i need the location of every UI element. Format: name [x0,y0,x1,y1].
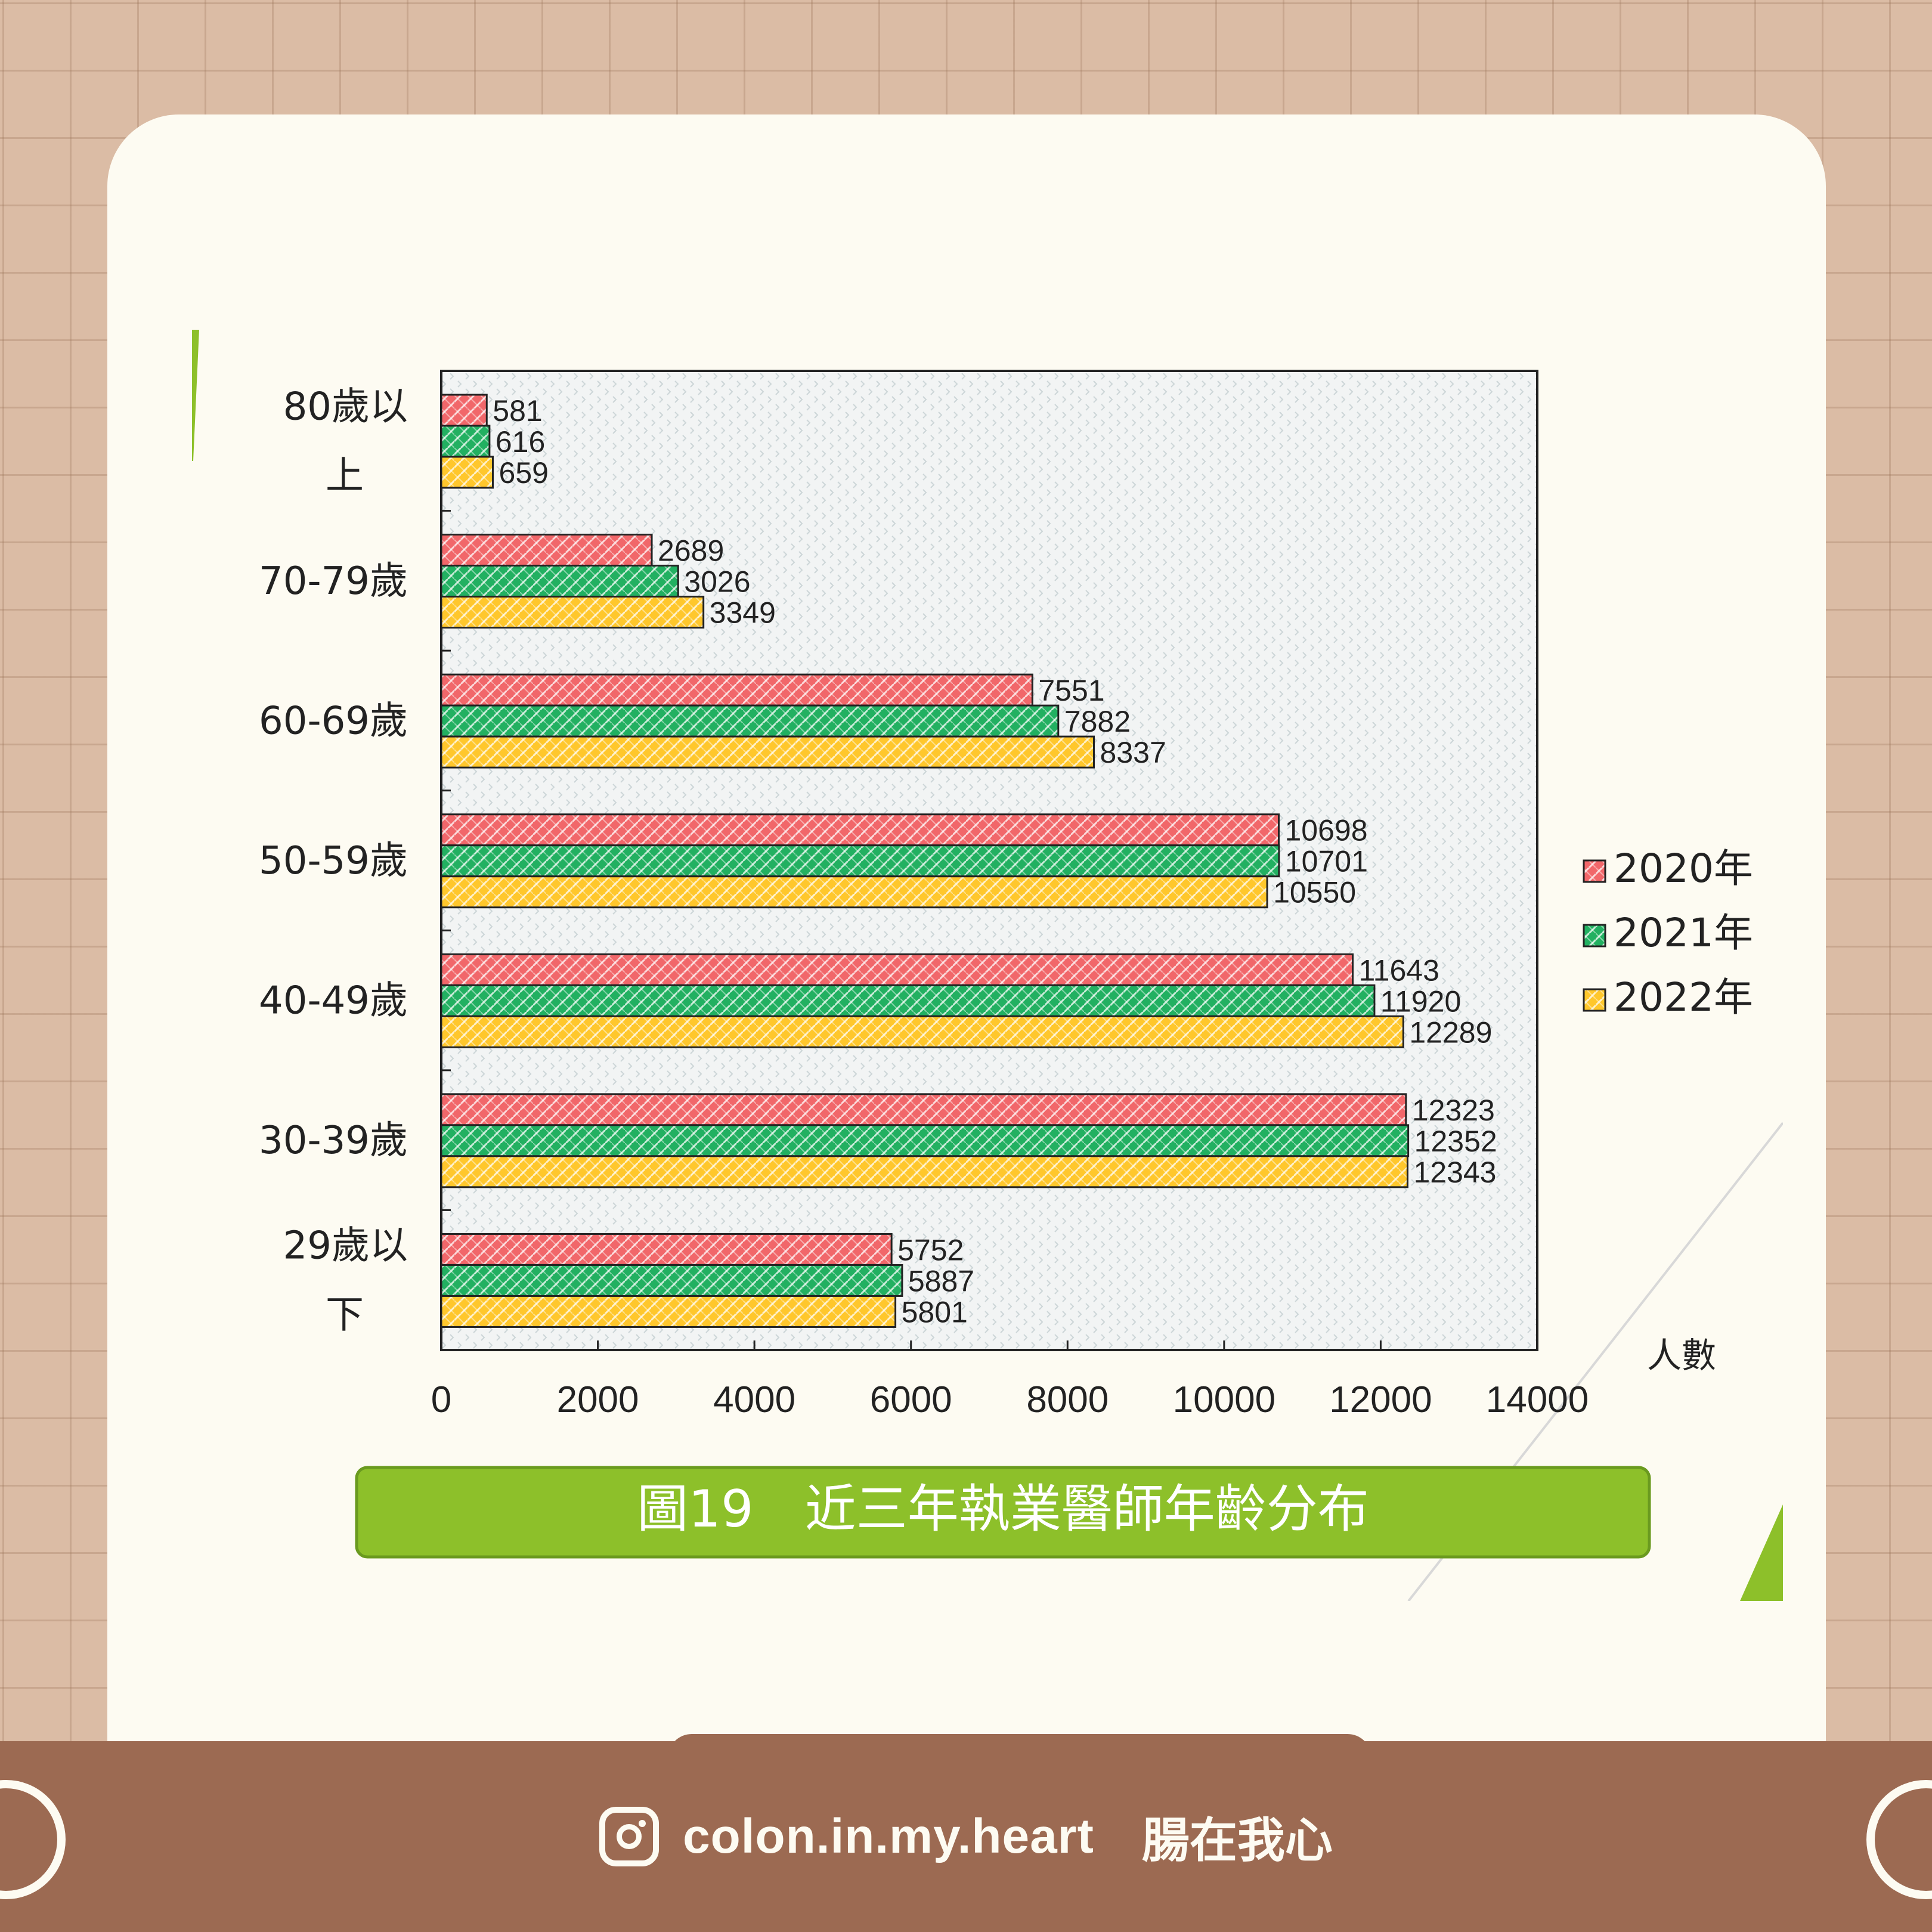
bar-2021年-29歲以下 [440,1264,903,1297]
x-tick-label: 2000 [557,1379,639,1420]
value-label: 8337 [1100,736,1166,769]
x-axis-label: 人數 [1647,1336,1716,1375]
category-label: 30-39歲 [259,1119,408,1163]
value-label: 11643 [1359,953,1439,987]
value-label: 3026 [684,565,750,599]
x-tick-label: 0 [431,1379,451,1420]
bar-2021年-50-59歲 [440,844,1280,878]
legend-swatch [1583,859,1606,883]
x-tick-label: 6000 [870,1379,952,1420]
category-label: 70-79歲 [259,559,408,603]
brand-name: 腸在我心 [1141,1813,1333,1868]
value-label: 12343 [1413,1156,1496,1189]
title-banner: 圖19 近三年執業醫師年齡分布 [355,1466,1651,1559]
value-label: 12289 [1409,1015,1492,1049]
title-banner-bg [355,1466,1651,1559]
bar-2021年-70-79歲 [440,565,679,598]
x-tick-label: 8000 [1026,1379,1109,1420]
value-label: 11920 [1380,984,1461,1018]
bar-2022年-80歲以上 [440,456,494,489]
category-label: 40-49歲 [259,979,408,1023]
legend-label: 2021年 [1614,910,1753,956]
footer-bar [0,1741,1932,1932]
value-label: 3349 [710,596,776,630]
bar-2020年-50-59歲 [440,813,1280,847]
legend: 2020年 2021年 2022年 [1583,846,1753,1020]
value-label: 10701 [1285,845,1368,878]
value-label: 12352 [1414,1125,1497,1158]
bar-2022年-30-39歲 [440,1155,1408,1188]
value-label: 616 [496,425,545,459]
bar-2021年-40-49歲 [440,984,1376,1017]
value-label: 659 [499,456,549,490]
value-label: 12323 [1412,1094,1495,1127]
instagram-icon[interactable] [599,1807,660,1866]
category-label: 60-69歲 [259,699,408,743]
bar-2022年-40-49歲 [440,1015,1404,1048]
legend-label: 2022年 [1614,974,1753,1020]
value-labels: 5816166592689302633497551788283371069810… [493,394,1497,1329]
category-label: 80歲以 [283,385,408,429]
bar-chart: 5816166592689302633497551788283371069810… [192,330,1783,1601]
value-label: 5801 [902,1295,968,1329]
value-label: 7551 [1038,674,1104,707]
category-label: 上 [326,454,364,498]
bar-2020年-29歲以下 [440,1233,893,1266]
bar-2020年-70-79歲 [440,534,653,567]
value-label: 10550 [1273,876,1356,909]
corner-accent-top-left [192,330,199,461]
bar-2020年-80歲以上 [440,394,488,427]
category-label: 29歲以 [283,1224,408,1268]
instagram-handle[interactable]: colon.in.my.heart [683,1809,1094,1863]
x-tick-label: 14000 [1486,1379,1589,1420]
bar-2020年-30-39歲 [440,1093,1407,1126]
value-label: 2689 [658,534,724,568]
value-label: 581 [493,394,542,428]
bar-2022年-70-79歲 [440,596,705,629]
bar-2022年-50-59歲 [440,875,1268,909]
x-axis: 0 2000 4000 6000 8000 10000 12000 14000 [431,1340,1589,1420]
corner-accent-bottom-right [1740,1504,1783,1601]
bar-2022年-60-69歲 [440,735,1095,769]
category-label: 50-59歲 [259,839,408,883]
footer-content: colon.in.my.heart 腸在我心 [0,1741,1932,1932]
y-axis-ticks [441,510,451,1211]
bar-2021年-60-69歲 [440,704,1060,738]
bar-2020年-40-49歲 [440,953,1354,986]
chart-title: 圖19 近三年執業醫師年齡分布 [637,1479,1368,1539]
x-tick-label: 4000 [713,1379,795,1420]
x-tick-label: 10000 [1173,1379,1275,1420]
bar-2022年-29歲以下 [440,1295,897,1328]
value-label: 10698 [1284,814,1367,847]
category-label: 下 [326,1293,364,1337]
chart-panel: 581 616 659 2689 3026 3349 7551 7882 8337 10698 10… [192,330,1783,1601]
value-label: 5887 [908,1264,974,1298]
value-label: 5752 [897,1233,964,1267]
bars [440,394,1410,1328]
x-tick-label: 12000 [1329,1379,1432,1420]
bar-2020年-60-69歲 [440,673,1033,707]
legend-swatch [1583,924,1606,948]
bar-2021年-80歲以上 [440,425,491,458]
footer-tab [668,1734,1371,1758]
legend-label: 2020年 [1614,846,1753,891]
value-label: 7882 [1064,705,1131,738]
legend-swatch [1583,988,1606,1012]
bar-2021年-30-39歲 [440,1124,1410,1157]
